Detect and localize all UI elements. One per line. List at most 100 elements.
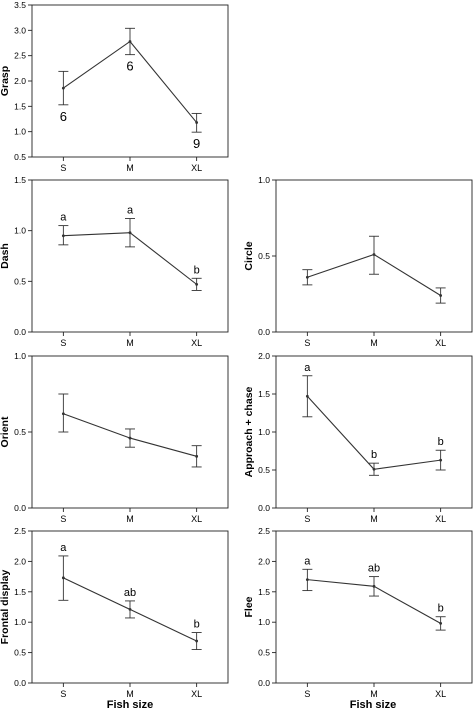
circle-y-tick-label: 0.5 <box>258 251 270 261</box>
grasp-x-tick-label: XL <box>191 163 202 173</box>
approach-point-label: a <box>304 362 311 374</box>
dash-y-tick-label: 0.0 <box>14 327 26 337</box>
dash-y-tick-label: 0.5 <box>14 276 26 286</box>
grasp-y-tick-label: 3.0 <box>14 25 26 35</box>
dash-data-point <box>128 231 132 235</box>
dash-y-tick-label: 1.0 <box>14 226 26 236</box>
dash-data-point <box>195 282 199 286</box>
panel-frontal: 0.0 0.5 1.0 1.5 2.0 2.5 S M XL Frontal display a ab… <box>0 526 229 699</box>
circle-x-tick-label: S <box>304 338 310 348</box>
flee-data-point <box>439 622 443 625</box>
flee-point-label: ab <box>368 563 380 575</box>
orient-y-tick-label: 1.0 <box>14 351 26 361</box>
approach-y-tick-label: 2.0 <box>258 351 270 361</box>
panel-orient: 0.0 0.5 1.0 S M XL Orient <box>0 351 229 524</box>
orient-data-point <box>61 412 65 416</box>
grasp-data-point <box>61 86 65 90</box>
grasp-y-tick-label: 1.5 <box>14 101 26 111</box>
grasp-point-label: 9 <box>193 136 200 151</box>
grasp-data-point <box>128 40 132 43</box>
dash-point-label: a <box>60 212 67 224</box>
approach-x-tick-label: S <box>304 514 310 524</box>
flee-y-tick-label: 1.5 <box>258 587 270 597</box>
frontal-data-point <box>128 608 132 611</box>
orient-y-tick-label: 0.5 <box>14 427 26 437</box>
grasp-y-axis-title: Grasp <box>0 66 11 96</box>
circle-data-point <box>305 275 309 279</box>
flee-y-axis-title: Flee <box>243 596 255 617</box>
orient-y-tick-label: 0.0 <box>14 503 26 513</box>
flee-y-tick-label: 2.0 <box>258 556 270 566</box>
flee-data-point <box>305 578 309 582</box>
grasp-y-tick-label: 2.5 <box>14 51 26 61</box>
frontal-data-point <box>195 639 199 643</box>
flee-y-tick-label: 0.5 <box>258 648 270 658</box>
circle-y-axis-title: Circle <box>243 241 255 270</box>
flee-point-label: a <box>304 555 311 567</box>
approach-y-axis-title: Approach + chase <box>243 386 255 477</box>
flee-x-tick-label: M <box>370 689 378 699</box>
frontal-y-tick-label: 2.5 <box>14 526 26 536</box>
dash-point-label: b <box>194 264 200 276</box>
grasp-y-tick-label: 1.0 <box>14 127 26 137</box>
dash-y-tick-label: 1.5 <box>14 175 26 185</box>
panel-grasp: 0.5 1.0 1.5 2.0 2.5 3.0 3.5 S M XL Grasp 6 6 9 <box>0 0 229 173</box>
left-x-axis-title: Fish size <box>107 699 153 711</box>
dash-y-axis-title: Dash <box>0 243 11 269</box>
flee-y-tick-label: 0.0 <box>258 678 270 688</box>
dash-x-tick-label: M <box>126 338 134 348</box>
dash-x-tick-label: S <box>60 338 66 348</box>
grasp-point-label: 6 <box>126 59 133 74</box>
dash-data-point <box>61 234 65 238</box>
orient-x-tick-label: XL <box>191 514 202 524</box>
grasp-point-label: 6 <box>60 109 67 124</box>
grasp-data-point <box>195 121 199 124</box>
approach-y-tick-label: 0.0 <box>258 503 270 513</box>
orient-y-axis-title: Orient <box>0 416 11 447</box>
circle-x-tick-label: M <box>370 338 378 348</box>
approach-data-point <box>305 394 309 398</box>
frontal-point-label: a <box>60 542 67 554</box>
frontal-y-tick-label: 0.0 <box>14 678 26 688</box>
frontal-y-tick-label: 1.0 <box>14 617 26 627</box>
frontal-y-tick-label: 1.5 <box>14 587 26 597</box>
approach-x-tick-label: XL <box>435 514 446 524</box>
flee-y-tick-label: 2.5 <box>258 526 270 536</box>
circle-y-tick-label: 1.0 <box>258 175 270 185</box>
right-x-axis-title: Fish size <box>350 699 396 711</box>
dash-x-tick-label: XL <box>191 338 202 348</box>
frontal-point-label: ab <box>124 587 136 599</box>
approach-point-label: b <box>438 436 444 448</box>
frontal-point-label: b <box>194 619 200 631</box>
grasp-y-tick-label: 0.5 <box>14 152 26 162</box>
approach-data-point <box>439 458 443 462</box>
grasp-plot-frame <box>31 4 229 158</box>
flee-y-tick-label: 1.0 <box>258 617 270 627</box>
approach-plot-frame <box>275 355 473 509</box>
frontal-y-axis-title: Frontal display <box>0 570 11 645</box>
dash-point-label: a <box>127 205 134 217</box>
flee-data-point <box>372 584 376 588</box>
orient-x-tick-label: M <box>126 514 134 524</box>
dash-plot-frame <box>31 179 229 333</box>
approach-y-tick-label: 0.5 <box>258 465 270 475</box>
flee-point-label: b <box>438 603 444 615</box>
frontal-x-tick-label: S <box>60 689 66 699</box>
orient-x-tick-label: S <box>60 514 66 524</box>
orient-data-point <box>195 454 199 458</box>
frontal-y-tick-label: 2.0 <box>14 556 26 566</box>
flee-x-tick-label: XL <box>435 689 446 699</box>
orient-data-point <box>128 436 132 440</box>
approach-x-tick-label: M <box>370 514 378 524</box>
circle-data-point <box>439 294 443 297</box>
grasp-y-tick-label: 2.0 <box>14 76 26 86</box>
panel-circle: 0.0 0.5 1.0 S M XL Circle <box>243 175 473 348</box>
circle-x-tick-label: XL <box>435 338 446 348</box>
grasp-x-tick-label: M <box>126 163 134 173</box>
frontal-data-point <box>61 576 65 580</box>
frontal-y-tick-label: 0.5 <box>14 648 26 658</box>
panel-dash: 0.0 0.5 1.0 1.5 S M XL Dash a a b <box>0 175 229 348</box>
panel-flee: 0.0 0.5 1.0 1.5 2.0 2.5 S M XL Flee a ab b <box>243 526 473 699</box>
circle-data-point <box>372 253 376 256</box>
